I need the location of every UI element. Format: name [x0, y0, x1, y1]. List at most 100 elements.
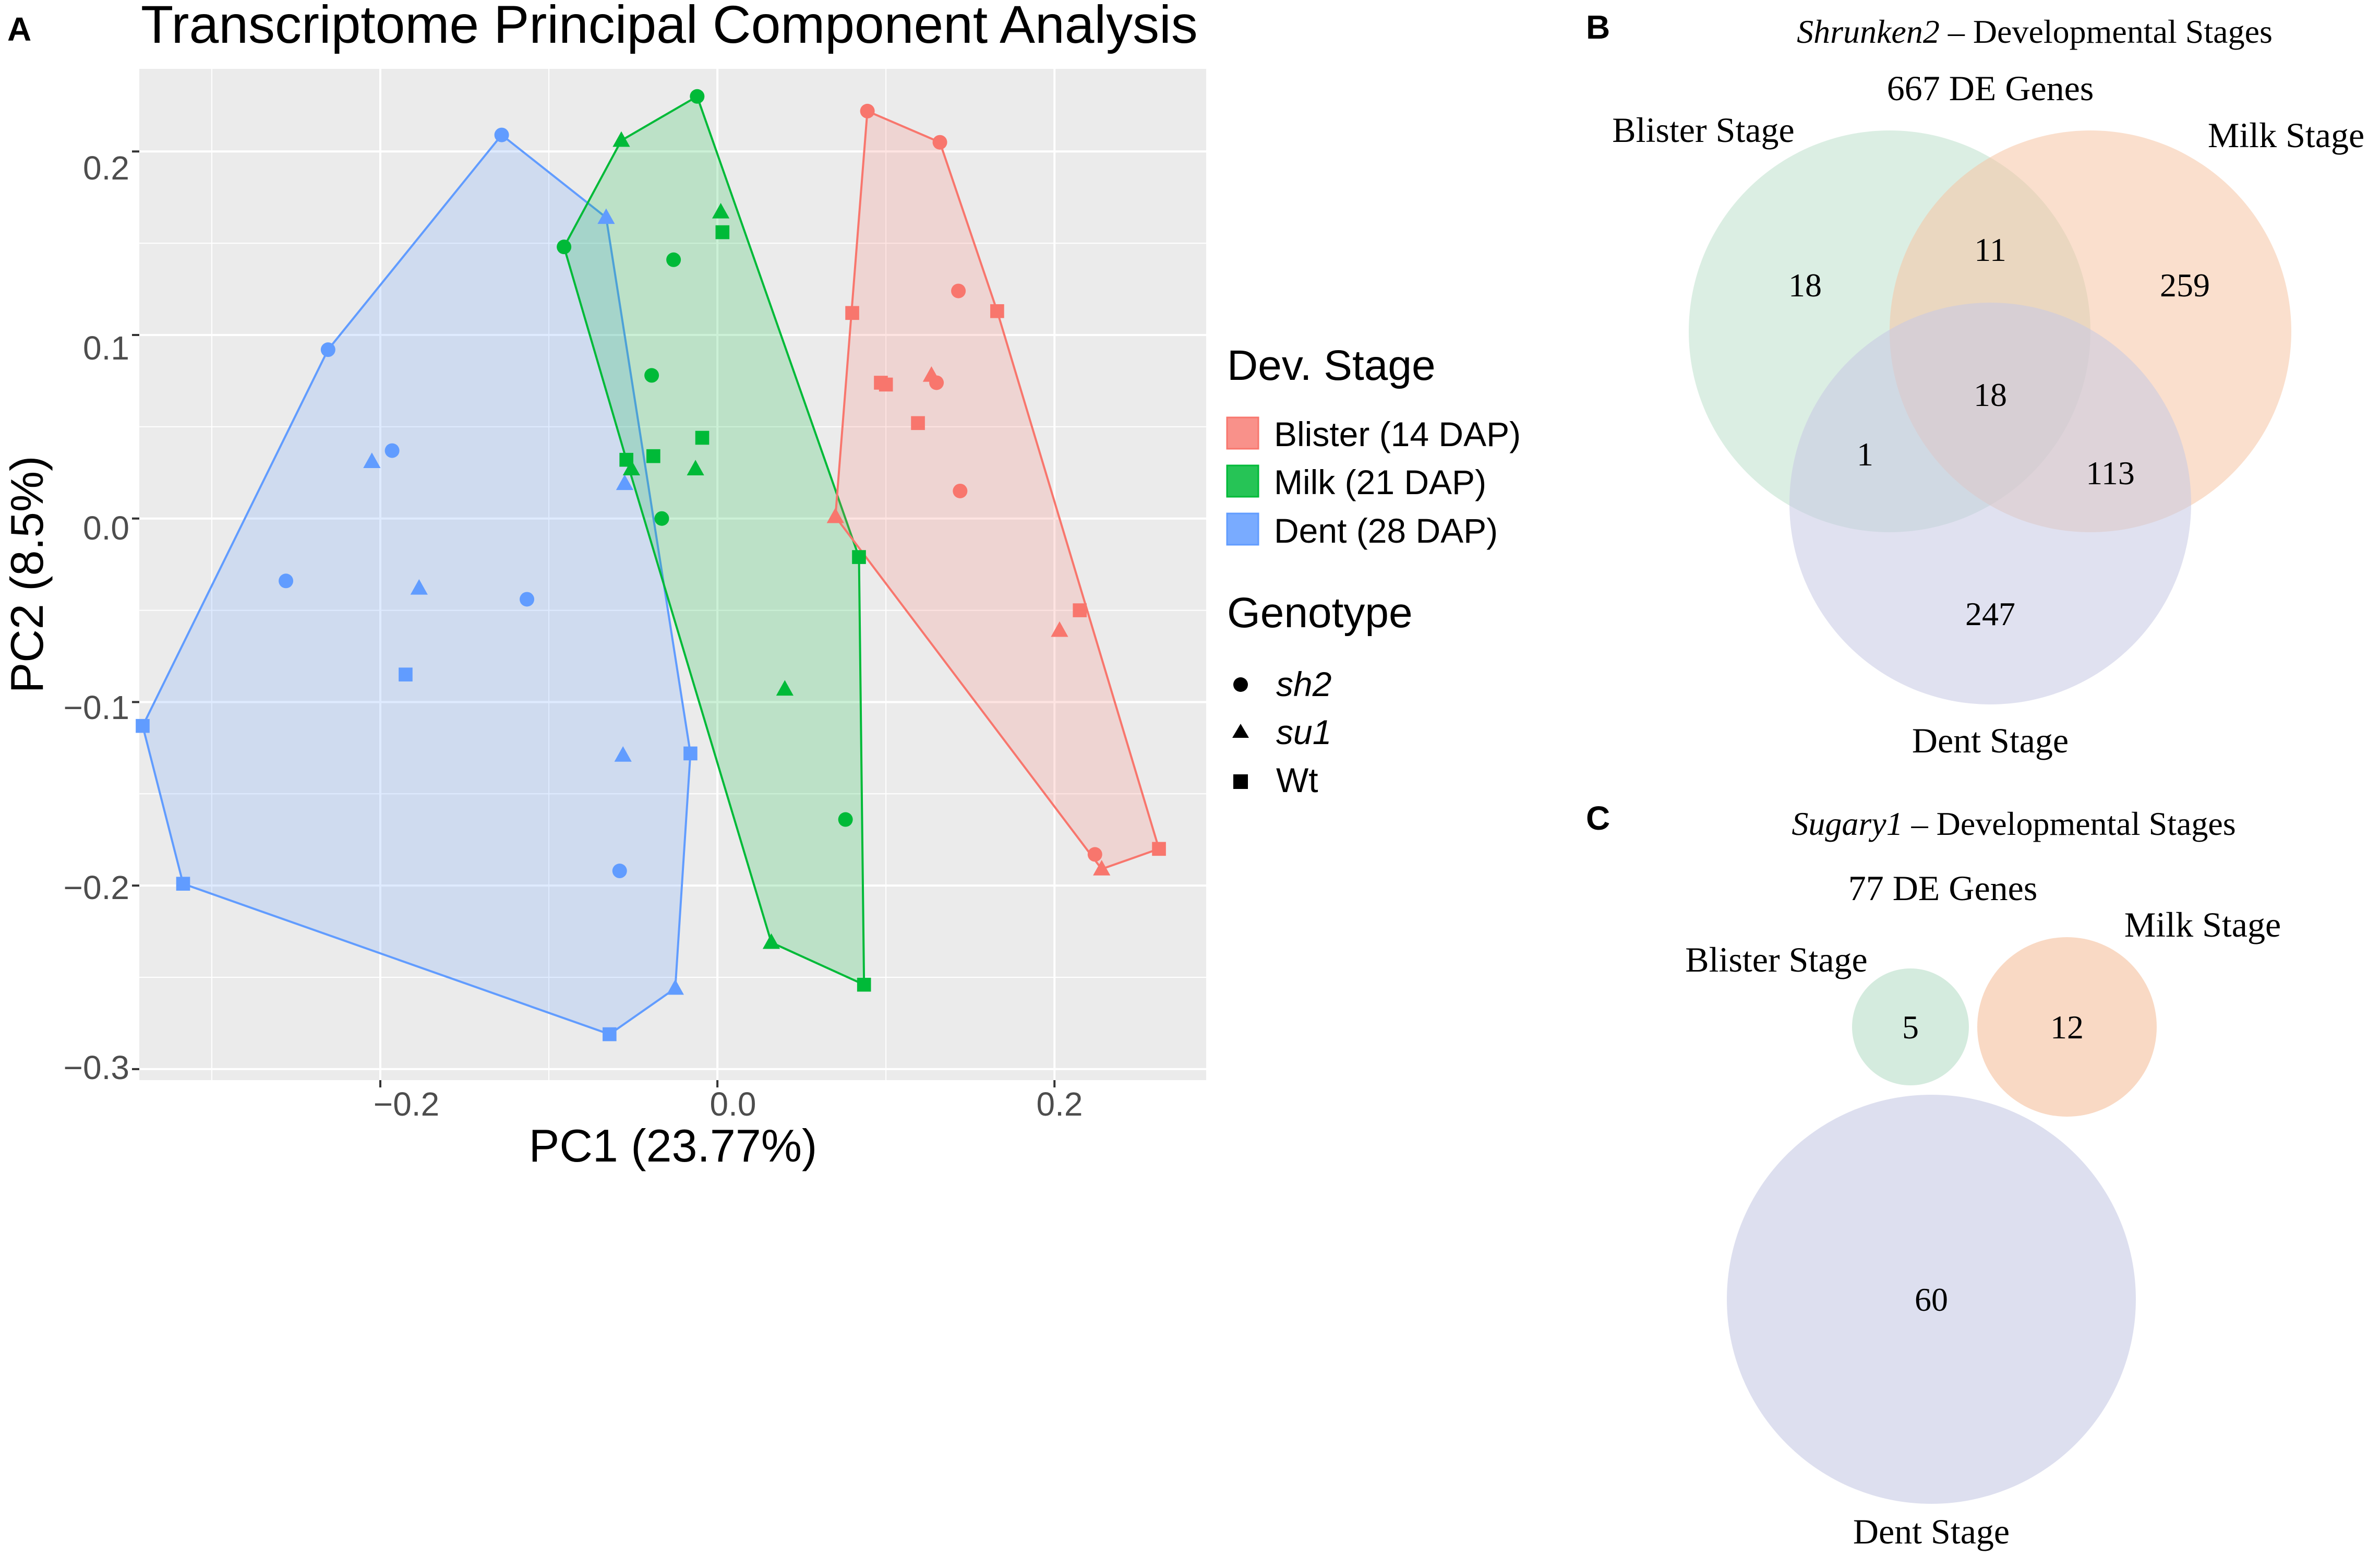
venn-b-count-all: 18: [1974, 376, 2007, 413]
venn-c-title-gene: Sugary1: [1792, 805, 1903, 842]
data-points: [136, 89, 1166, 1042]
point-su1: [922, 366, 941, 382]
point-wt: [619, 452, 633, 467]
legend-key-wt: [1233, 774, 1248, 789]
point-su1: [776, 680, 794, 696]
point-su1: [687, 460, 704, 476]
venn-c-title: Sugary1 – Developmental Stages: [1792, 805, 2235, 842]
point-sh2: [932, 135, 947, 150]
y-tick-label: −0.2: [64, 869, 129, 906]
venn-c-label-dent: Dent Stage: [1853, 1512, 2010, 1551]
plot-grid: [139, 69, 1206, 1080]
legend-label-wt: Wt: [1276, 761, 1318, 799]
point-wt: [857, 977, 871, 992]
panel-label-a: A: [7, 10, 31, 48]
legend-key-sh2: [1233, 677, 1248, 692]
point-wt: [852, 550, 866, 564]
x-tick-label: 0.0: [710, 1085, 756, 1123]
venn-b-label-blister: Blister Stage: [1612, 110, 1794, 150]
point-su1: [1093, 860, 1111, 876]
x-axis-title: PC1 (23.77%): [529, 1120, 818, 1171]
point-su1: [622, 460, 640, 476]
venn-b-count-milk-dent: 113: [2086, 454, 2135, 492]
point-wt: [176, 877, 190, 891]
venn-c-count-dent: 60: [1915, 1281, 1948, 1318]
point-wt: [1152, 842, 1166, 856]
point-sh2: [951, 283, 966, 298]
plot-panel: [139, 69, 1206, 1080]
legend-title-stage: Dev. Stage: [1227, 342, 1436, 389]
legend-label-su1: su1: [1276, 713, 1331, 751]
point-wt: [715, 225, 730, 240]
panel-c: C Sugary1 – Developmental Stages 77 DE G…: [1586, 799, 2281, 1551]
legend-title-genotype: Genotype: [1227, 589, 1413, 637]
y-tick-label: −0.1: [64, 689, 129, 726]
point-sh2: [654, 511, 669, 526]
panel-a: A Transcriptome Principal Component Anal…: [1, 0, 1521, 1171]
point-sh2: [279, 573, 294, 589]
y-tick-label: 0.1: [83, 329, 129, 367]
panel-b: B Shrunken2 – Developmental Stages 667 D…: [1586, 8, 2364, 760]
venn-c-milk-circle: [1977, 937, 2157, 1117]
point-su1: [826, 507, 844, 523]
point-wt: [695, 430, 710, 445]
point-sh2: [520, 592, 535, 607]
point-sh2: [1087, 847, 1102, 862]
venn-c-label-milk: Milk Stage: [2124, 905, 2281, 944]
venn-c-subtitle: 77 DE Genes: [1848, 868, 2038, 908]
panel-label-b: B: [1586, 8, 1610, 46]
venn-b-count-blister-dent: 1: [1857, 436, 1873, 473]
axes: 0.2 0.1 0.0 −0.1 −0.2 −0.3 −0.2 0.0 0.2: [64, 149, 1083, 1123]
point-sh2: [838, 812, 853, 827]
venn-b-count-dent-only: 247: [1965, 595, 2015, 632]
point-sh2: [320, 342, 335, 357]
venn-b-count-blister-milk: 11: [1974, 231, 2006, 268]
point-su1: [612, 131, 630, 147]
point-sh2: [384, 443, 400, 458]
y-tick-label: 0.2: [83, 149, 129, 187]
venn-c-dent-circle: [1727, 1095, 2136, 1504]
point-su1: [410, 579, 428, 595]
legend-label-blister: Blister (14 DAP): [1274, 415, 1521, 453]
point-su1: [1051, 621, 1068, 637]
point-su1: [614, 746, 632, 762]
venn-b-dent-circle: [1789, 303, 2191, 704]
venn-b-label-milk: Milk Stage: [2208, 115, 2364, 155]
legend-label-sh2: sh2: [1276, 665, 1331, 703]
legend-key-dent: [1226, 512, 1259, 546]
point-wt: [646, 449, 660, 463]
venn-b-title-gene: Shrunken2: [1797, 13, 1940, 50]
point-wt: [911, 416, 925, 430]
point-sh2: [612, 864, 627, 879]
legend: Dev. Stage Blister (14 DAP) Milk (21 DAP…: [1226, 342, 1521, 799]
venn-b-label-dent: Dent Stage: [1912, 721, 2069, 760]
point-sh2: [690, 89, 705, 104]
point-su1: [712, 202, 730, 219]
point-su1: [363, 452, 381, 468]
legend-key-blister: [1226, 416, 1259, 450]
x-tick-label: 0.2: [1037, 1085, 1083, 1123]
venn-b-subtitle: 667 DE Genes: [1887, 68, 2094, 108]
y-tick-label: −0.3: [64, 1049, 129, 1086]
point-su1: [762, 933, 780, 949]
venn-b-count-blister-only: 18: [1788, 267, 1822, 304]
venn-b-title: Shrunken2 – Developmental Stages: [1797, 13, 2273, 50]
legend-key-milk: [1226, 464, 1259, 498]
hull-milk: [563, 95, 866, 986]
point-wt: [136, 719, 150, 733]
y-axis-title: PC2 (8.5%): [1, 456, 53, 693]
legend-key-su1: [1232, 724, 1249, 738]
point-su1: [597, 208, 615, 224]
x-tick-label: −0.2: [374, 1085, 439, 1123]
point-sh2: [666, 252, 681, 267]
y-tick-label: 0.0: [83, 509, 129, 547]
point-su1: [666, 979, 684, 995]
point-wt: [845, 306, 859, 320]
legend-label-milk: Milk (21 DAP): [1274, 463, 1486, 501]
point-sh2: [953, 483, 968, 498]
venn-c-blister-circle: [1852, 968, 1969, 1085]
venn-c-count-milk: 12: [2050, 1009, 2084, 1046]
venn-c-count-blister: 5: [1902, 1009, 1919, 1046]
x-axis: −0.2 0.0 0.2: [374, 1085, 1083, 1123]
